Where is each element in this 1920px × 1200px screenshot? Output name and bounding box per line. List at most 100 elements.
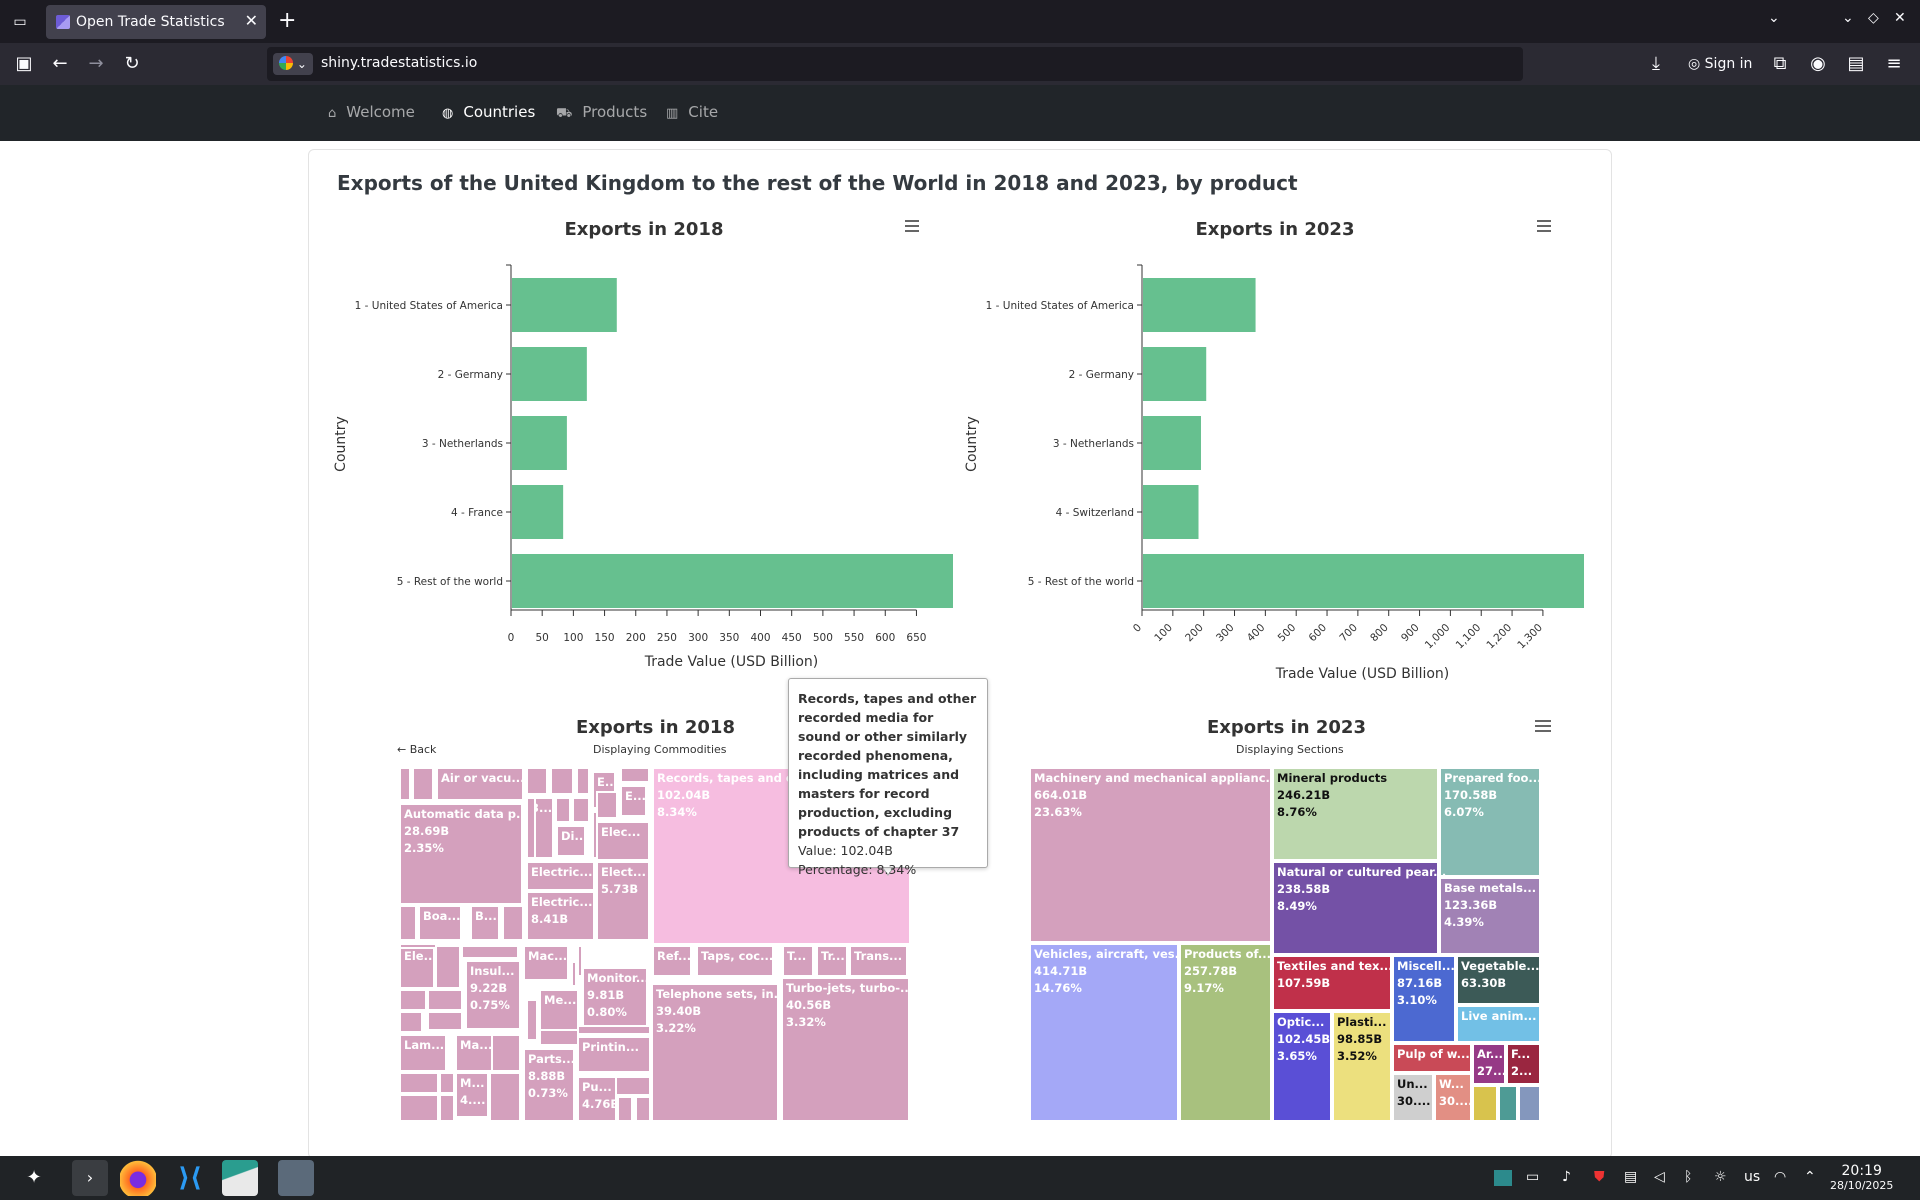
- file-manager-icon[interactable]: [222, 1160, 258, 1196]
- url-bar[interactable]: ⌄ shiny.tradestatistics.io: [267, 47, 1523, 81]
- treemap-tile[interactable]: [427, 989, 463, 1011]
- nav-countries[interactable]: ◍ Countries: [442, 103, 536, 121]
- treemap-tile[interactable]: [596, 821, 650, 861]
- treemap-tile[interactable]: [523, 945, 569, 981]
- keyboard-layout[interactable]: us: [1744, 1169, 1761, 1185]
- firefox-icon[interactable]: [120, 1160, 156, 1196]
- treemap-tile[interactable]: [1272, 955, 1392, 1011]
- treemap-tile[interactable]: [555, 797, 571, 823]
- treemap-tile[interactable]: [1472, 1043, 1506, 1085]
- brightness-icon[interactable]: ☼: [1714, 1169, 1727, 1185]
- treemap-tile[interactable]: [816, 945, 848, 977]
- treemap-tile[interactable]: [596, 791, 618, 819]
- treemap-tile[interactable]: [577, 1025, 651, 1035]
- treemap-tile[interactable]: [576, 767, 590, 795]
- treemap-tile[interactable]: [539, 1029, 579, 1046]
- treemap-tile[interactable]: [1439, 767, 1541, 877]
- treemap-tile[interactable]: [399, 989, 427, 1011]
- treemap-tile[interactable]: [399, 1072, 439, 1094]
- tray-expand-icon[interactable]: ⌃: [1804, 1169, 1816, 1185]
- treemap-tile[interactable]: [436, 767, 524, 801]
- treemap-tile[interactable]: [592, 811, 598, 859]
- treemap-tile[interactable]: [418, 905, 462, 941]
- treemap-tile[interactable]: [461, 945, 519, 959]
- password-manager-icon[interactable]: ◉: [1810, 53, 1826, 74]
- treemap-tile[interactable]: [577, 1036, 651, 1073]
- treemap-tile[interactable]: [523, 1048, 575, 1122]
- treemap-tile[interactable]: [1506, 1043, 1541, 1085]
- treemap-tile[interactable]: [1392, 1073, 1434, 1122]
- browser-tab[interactable]: Open Trade Statistics ✕: [46, 5, 266, 39]
- treemap-tile[interactable]: [526, 797, 536, 859]
- nav-welcome[interactable]: ⌂ Welcome: [328, 103, 415, 121]
- treemap-tile[interactable]: [439, 1094, 455, 1122]
- treemap-tile[interactable]: [571, 961, 577, 987]
- sign-in-button[interactable]: ◎ Sign in: [1688, 56, 1753, 72]
- screenshot-icon[interactable]: [278, 1160, 314, 1196]
- treemap-tile[interactable]: [1498, 1085, 1518, 1122]
- tab-list-icon[interactable]: ▭: [13, 14, 27, 30]
- treemap-tile[interactable]: [489, 1072, 521, 1122]
- nav-cite[interactable]: ▥ Cite: [666, 103, 719, 121]
- security-icon[interactable]: ⛊: [1594, 1169, 1605, 1185]
- treemap-tile[interactable]: [620, 767, 650, 783]
- treemap-tile[interactable]: [1392, 955, 1456, 1043]
- treemap-tile[interactable]: [526, 999, 538, 1041]
- treemap-tile[interactable]: [412, 767, 434, 801]
- treemap-tile[interactable]: [491, 1034, 521, 1072]
- nav-products[interactable]: ⛟ Products: [556, 103, 648, 121]
- search-engine-button[interactable]: ⌄: [273, 53, 313, 75]
- treemap-back-button[interactable]: ← Back: [397, 743, 437, 756]
- treemap-tile[interactable]: [652, 945, 692, 977]
- sidebar-icon[interactable]: ▣: [15, 53, 33, 74]
- treemap-tile[interactable]: [1029, 943, 1179, 1122]
- treemap-tile[interactable]: [577, 1076, 617, 1122]
- treemap-tile[interactable]: [399, 1011, 423, 1033]
- download-icon[interactable]: ⤓: [1652, 53, 1660, 74]
- minimize-icon[interactable]: ⌄: [1842, 10, 1854, 26]
- treemap-tile[interactable]: [849, 945, 908, 977]
- forward-icon[interactable]: →: [88, 53, 104, 74]
- treemap-tile[interactable]: [1439, 877, 1541, 955]
- treemap-tile[interactable]: [399, 803, 523, 905]
- treemap-tile[interactable]: [455, 1072, 489, 1118]
- treemap-tile[interactable]: [550, 767, 574, 795]
- treemap-tile[interactable]: [572, 797, 590, 823]
- treemap-tile[interactable]: [1392, 1043, 1472, 1073]
- treemap-tile[interactable]: [435, 945, 461, 989]
- vscode-icon[interactable]: ⟩⟨: [178, 1163, 202, 1193]
- treemap-tile[interactable]: [526, 861, 595, 891]
- extensions-icon[interactable]: ⧉: [1773, 53, 1787, 74]
- volume-muted-icon[interactable]: ◁: [1654, 1169, 1665, 1185]
- treemap-tile[interactable]: [1179, 943, 1272, 1122]
- treemap-tile[interactable]: [399, 767, 411, 801]
- treemap-tile[interactable]: [577, 945, 583, 977]
- treemap-tile[interactable]: [782, 945, 814, 977]
- bluetooth-icon[interactable]: ᛒ: [1684, 1169, 1693, 1185]
- treemap-tile[interactable]: [651, 983, 779, 1122]
- desktop-pager-icon[interactable]: [1494, 1170, 1512, 1186]
- menu-icon[interactable]: ≡: [1886, 53, 1902, 74]
- back-icon[interactable]: ←: [52, 53, 68, 74]
- window-icon[interactable]: ▭: [1526, 1169, 1540, 1185]
- clock[interactable]: 20:19 28/10/2025: [1830, 1163, 1893, 1192]
- treemap-tile[interactable]: [526, 767, 548, 795]
- clipboard-icon[interactable]: ▤: [1624, 1169, 1638, 1185]
- treemap-tile[interactable]: [526, 891, 595, 941]
- treemap-tile[interactable]: [465, 960, 521, 1030]
- treemap-tile[interactable]: [399, 905, 417, 941]
- treemap-tile[interactable]: [1456, 955, 1541, 1005]
- reader-icon[interactable]: ▤: [1847, 53, 1865, 74]
- treemap-tile[interactable]: [502, 905, 524, 941]
- terminal-icon[interactable]: ›: [72, 1160, 108, 1196]
- treemap-tile[interactable]: [635, 1096, 651, 1122]
- treemap-tile[interactable]: [620, 785, 647, 817]
- treemap-tile[interactable]: [696, 945, 774, 977]
- notifications-icon[interactable]: ♪: [1562, 1169, 1571, 1185]
- treemap-tile[interactable]: [1332, 1011, 1392, 1122]
- treemap-tile[interactable]: [1456, 1005, 1541, 1043]
- treemap-tile[interactable]: [556, 825, 586, 857]
- restore-icon[interactable]: ◇: [1868, 10, 1879, 26]
- treemap-tile[interactable]: [1434, 1073, 1472, 1122]
- reload-icon[interactable]: ↻: [124, 53, 140, 74]
